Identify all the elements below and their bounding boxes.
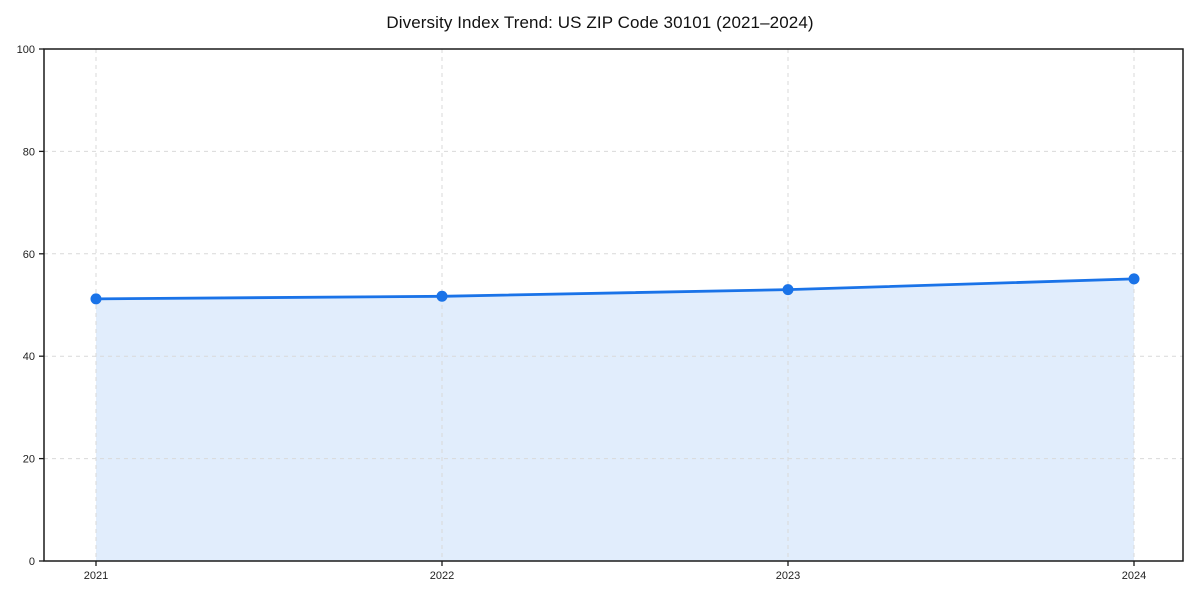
plot-border xyxy=(43,48,1184,562)
area-fill xyxy=(96,278,1134,561)
data-point-2024 xyxy=(1128,273,1140,285)
chart-title: Diversity Index Trend: US ZIP Code 30101… xyxy=(386,13,814,32)
x-tick-label: 2024 xyxy=(1122,570,1146,582)
y-tick-label: 20 xyxy=(23,454,35,466)
y-tick-label: 0 xyxy=(29,556,35,568)
x-tick-label: 2022 xyxy=(430,570,454,582)
x-tick-label: 2023 xyxy=(776,570,800,582)
y-tick-label: 100 xyxy=(17,44,35,56)
data-point-2021 xyxy=(90,293,102,305)
data-point-2022 xyxy=(436,290,448,302)
data-point-2023 xyxy=(782,284,794,296)
x-tick-label: 2021 xyxy=(84,570,108,582)
y-tick-label: 80 xyxy=(23,146,35,158)
y-tick-label: 40 xyxy=(23,351,35,363)
y-tick-label: 60 xyxy=(23,249,35,261)
trend-line xyxy=(94,277,1136,301)
